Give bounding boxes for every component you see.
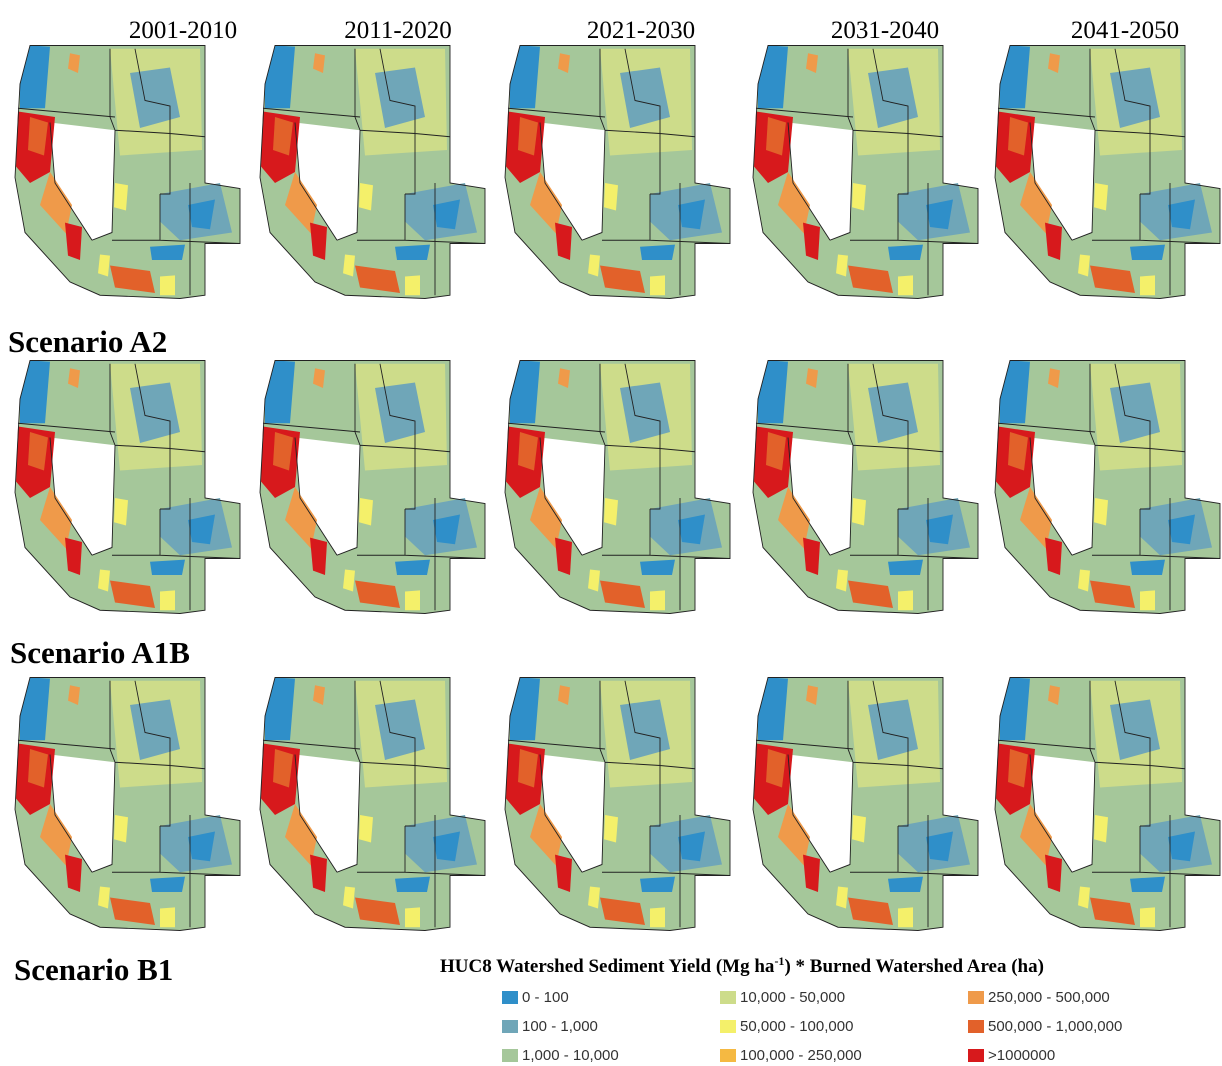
legend-swatch: [968, 991, 984, 1004]
column-headers: 2001-2010 2011-2020 2021-2030 2031-2040 …: [129, 17, 1179, 44]
column-header: 2041-2050: [1071, 17, 1179, 44]
map-panel: [259, 677, 486, 931]
legend-label: 250,000 - 500,000: [988, 989, 1110, 1006]
column-header: 2031-2040: [831, 17, 939, 44]
legend-label: 50,000 - 100,000: [740, 1018, 853, 1035]
map-panel: [14, 45, 241, 299]
legend-swatch: [502, 991, 518, 1004]
legend-label: >1000000: [988, 1047, 1055, 1064]
map-panel: [752, 360, 979, 614]
map-panel: [504, 677, 731, 931]
map-panel: [752, 45, 979, 299]
legend-title-text: ) * Burned Watershed Area (ha): [784, 956, 1044, 977]
scenario-label: Scenario A1B: [10, 635, 190, 670]
legend-swatch: [502, 1049, 518, 1062]
legend-swatch: [502, 1020, 518, 1033]
map-panel: [752, 677, 979, 931]
legend-title-superscript: -1: [774, 954, 784, 968]
legend-title-text: HUC8 Watershed Sediment Yield (Mg ha: [440, 956, 775, 977]
legend-title: HUC8 Watershed Sediment Yield (Mg ha-1) …: [440, 954, 1044, 977]
legend-swatch: [720, 991, 736, 1004]
column-header: 2021-2030: [587, 17, 695, 44]
map-panel: [504, 45, 731, 299]
legend-label: 100 - 1,000: [522, 1018, 598, 1035]
map-panel: [14, 677, 241, 931]
legend-label: 0 - 100: [522, 989, 569, 1006]
legend-swatch: [968, 1049, 984, 1062]
map-panel: [994, 677, 1221, 931]
map-panel: [14, 360, 241, 614]
legend-swatch: [720, 1049, 736, 1062]
legend-swatch: [720, 1020, 736, 1033]
scenario-label: Scenario B1: [14, 952, 173, 987]
legend-label: 100,000 - 250,000: [740, 1047, 862, 1064]
legend-swatch: [968, 1020, 984, 1033]
legend-label: 1,000 - 10,000: [522, 1047, 619, 1064]
column-header: 2001-2010: [129, 17, 237, 44]
legend-label: 10,000 - 50,000: [740, 989, 845, 1006]
legend: 0 - 100 100 - 1,000 1,000 - 10,000 10,000 -…: [502, 989, 1122, 1064]
map-panel: [259, 45, 486, 299]
legend-label: 500,000 - 1,000,000: [988, 1018, 1122, 1035]
column-header: 2011-2020: [344, 17, 451, 44]
map-panel: [994, 360, 1221, 614]
map-panel: [259, 360, 486, 614]
map-panel: [504, 360, 731, 614]
scenario-label: Scenario A2: [8, 324, 167, 359]
map-panel: [994, 45, 1221, 299]
map-grid: [14, 45, 1221, 931]
